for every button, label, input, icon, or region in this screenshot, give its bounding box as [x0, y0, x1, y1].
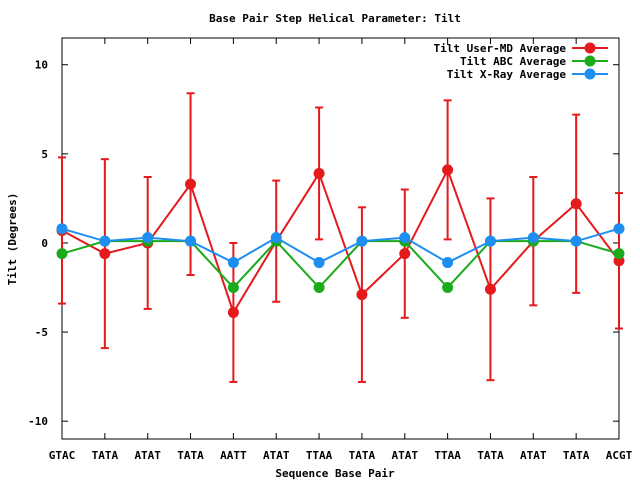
data-point — [185, 235, 197, 247]
x-tick-label: GTAC — [49, 449, 76, 462]
x-tick-label: TTAA — [434, 449, 461, 462]
data-point — [356, 235, 368, 247]
data-point — [484, 283, 496, 295]
y-tick-label: 10 — [35, 59, 48, 72]
series-line — [61, 227, 620, 264]
y-tick-label: 5 — [41, 148, 48, 161]
x-tick-label: TATA — [92, 449, 119, 462]
y-axis-label: Tilt (Degrees) — [6, 193, 19, 286]
data-point — [313, 257, 325, 269]
data-point — [570, 235, 582, 247]
x-axis: GTAC TATA ATAT TATA AATT ATAT TTAA TATA ATAT TTAA… — [49, 38, 633, 462]
series-line — [61, 239, 620, 289]
data-point — [484, 235, 496, 247]
x-tick-label: ACGT — [606, 449, 633, 462]
legend-marker — [584, 42, 596, 54]
data-point — [313, 282, 325, 294]
data-point — [142, 232, 154, 244]
series-1 — [56, 92, 625, 383]
data-point — [56, 248, 68, 260]
y-tick-label: -10 — [28, 415, 48, 428]
data-point — [442, 164, 454, 176]
legend-label: Tilt User-MD Average — [434, 42, 567, 55]
data-point — [527, 232, 539, 244]
x-tick-label: TTAA — [306, 449, 333, 462]
x-tick-label: TATA — [349, 449, 376, 462]
y-tick-label: 0 — [41, 237, 48, 250]
data-point — [185, 178, 197, 190]
data-point — [399, 248, 411, 260]
data-point — [613, 223, 625, 235]
data-point — [227, 282, 239, 294]
data-point — [442, 282, 454, 294]
x-tick-label: ATAT — [392, 449, 419, 462]
x-tick-label: TATA — [177, 449, 204, 462]
legend-marker — [584, 55, 596, 67]
legend-marker — [584, 68, 596, 80]
data-point — [227, 257, 239, 269]
data-point — [99, 235, 111, 247]
x-axis-label: Sequence Base Pair — [275, 467, 395, 480]
data-point — [356, 289, 368, 301]
data-point — [399, 232, 411, 244]
x-tick-label: AATT — [220, 449, 247, 462]
data-point — [270, 232, 282, 244]
x-tick-label: ATAT — [520, 449, 547, 462]
x-tick-label: ATAT — [263, 449, 290, 462]
data-point — [313, 167, 325, 179]
data-point — [613, 248, 625, 260]
series-line — [61, 167, 620, 315]
data-point — [99, 248, 111, 260]
series-3 — [56, 223, 625, 269]
legend-label: Tilt ABC Average — [460, 55, 566, 68]
data-point — [56, 223, 68, 235]
x-tick-label: TATA — [477, 449, 504, 462]
chart-title: Base Pair Step Helical Parameter: Tilt — [209, 12, 461, 25]
x-tick-label: ATAT — [134, 449, 161, 462]
data-point — [227, 306, 239, 318]
legend-label: Tilt X-Ray Average — [447, 68, 567, 81]
y-tick-label: -5 — [35, 326, 48, 339]
y-axis: 10 5 0 -5 -10 — [28, 59, 619, 428]
data-point — [442, 257, 454, 269]
plot-area — [56, 92, 625, 383]
data-point — [570, 198, 582, 210]
x-tick-label: TATA — [563, 449, 590, 462]
